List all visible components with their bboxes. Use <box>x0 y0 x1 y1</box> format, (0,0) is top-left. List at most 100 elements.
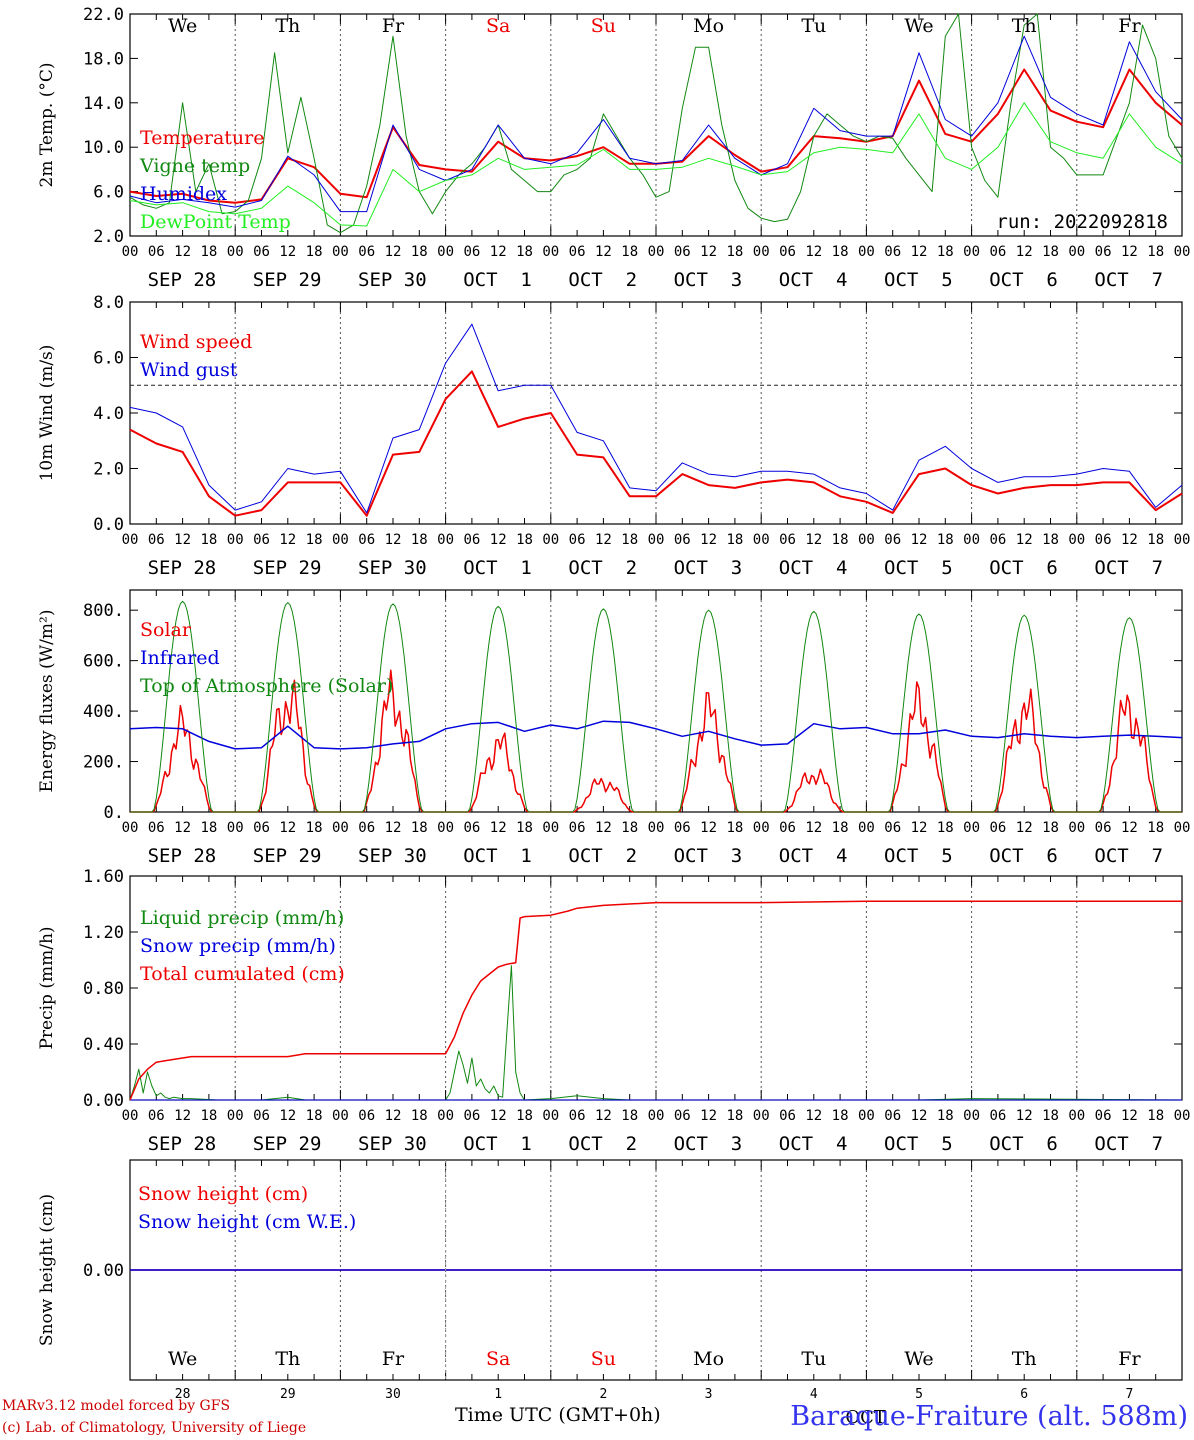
hour-tick-label: 18 <box>621 1108 638 1124</box>
hour-tick-label: 00 <box>858 244 875 260</box>
hour-tick-label: 12 <box>911 244 928 260</box>
hour-tick-label: 18 <box>937 1108 954 1124</box>
hour-tick-label: 00 <box>437 532 454 548</box>
y-tick-label: 600. <box>83 652 124 672</box>
y-tick-label: 1.60 <box>83 867 124 887</box>
date-label: OCT 1 <box>463 1133 532 1155</box>
legend-entry: Humidex <box>140 183 227 205</box>
y-tick-label: 6.0 <box>93 349 124 369</box>
hour-tick-label: 06 <box>884 1108 901 1124</box>
legend-entry: Wind gust <box>140 359 238 381</box>
hour-tick-label: 18 <box>411 1108 428 1124</box>
weekday-label: Fr <box>382 15 405 37</box>
y-tick-label: 2.0 <box>93 227 124 247</box>
hour-tick-label: 00 <box>858 820 875 836</box>
hour-tick-label: 12 <box>595 532 612 548</box>
station-title: Baraque-Fraiture (alt. 588m) <box>790 1401 1188 1432</box>
hour-tick-label: 12 <box>279 532 296 548</box>
weekday-label: Sa <box>486 1348 510 1370</box>
series-top-of-atmosphere-solar <box>130 600 1182 813</box>
date-label: OCT 6 <box>989 845 1058 867</box>
hour-tick-label: 12 <box>595 820 612 836</box>
hour-tick-label: 00 <box>122 1108 139 1124</box>
y-tick-label: 8.0 <box>93 293 124 313</box>
credit-line-1: MARv3.12 model forced by GFS <box>2 1398 231 1414</box>
hour-tick-label: 00 <box>648 1108 665 1124</box>
hour-tick-label: 12 <box>490 1108 507 1124</box>
day-number: 6 <box>1020 1387 1028 1402</box>
date-label: OCT 7 <box>1094 1133 1163 1155</box>
hour-tick-label: 12 <box>911 1108 928 1124</box>
month-label: OCT <box>845 1407 886 1428</box>
date-label: OCT 4 <box>779 557 848 579</box>
hour-tick-label: 18 <box>411 532 428 548</box>
series-vigne-temp <box>129 13 1183 234</box>
hour-tick-label: 12 <box>1016 244 1033 260</box>
weekday-label: Th <box>275 1348 300 1370</box>
y-tick-label: 0. <box>104 803 124 823</box>
y-tick-label: 2.0 <box>93 460 124 480</box>
date-label: OCT 4 <box>779 1133 848 1155</box>
hour-tick-label: 12 <box>385 244 402 260</box>
hour-tick-label: 00 <box>1068 244 1085 260</box>
hour-tick-label: 00 <box>332 244 349 260</box>
day-number: 29 <box>280 1387 296 1402</box>
hour-tick-label: 06 <box>779 1108 796 1124</box>
y-tick-label: 0.0 <box>93 515 124 535</box>
weekday-label: Fr <box>382 1348 405 1370</box>
hour-tick-label: 12 <box>805 1108 822 1124</box>
hour-tick-label: 12 <box>385 532 402 548</box>
series-humidex <box>129 35 1183 213</box>
hour-tick-label: 18 <box>726 1108 743 1124</box>
y-tick-label: 1.20 <box>83 923 124 943</box>
date-label: OCT 2 <box>568 269 637 291</box>
date-label: SEP 30 <box>358 269 427 291</box>
hour-tick-label: 06 <box>463 820 480 836</box>
y-tick-label: 18.0 <box>83 49 124 69</box>
hour-tick-label: 06 <box>463 532 480 548</box>
date-label: OCT 3 <box>674 845 743 867</box>
hour-tick-label: 00 <box>332 820 349 836</box>
date-label: OCT 6 <box>989 1133 1058 1155</box>
date-label: OCT 6 <box>989 269 1058 291</box>
date-label: OCT 2 <box>568 1133 637 1155</box>
day-number: 28 <box>175 1387 191 1402</box>
hour-tick-label: 00 <box>963 820 980 836</box>
hour-tick-label: 12 <box>1121 532 1138 548</box>
hour-tick-label: 12 <box>174 244 191 260</box>
legend-entry: Wind speed <box>140 331 252 353</box>
hour-tick-label: 18 <box>726 244 743 260</box>
weekday-label: Mo <box>693 15 724 37</box>
weekday-label: Sa <box>486 15 510 37</box>
weekday-label: Fr <box>1118 15 1141 37</box>
hour-tick-label: 00 <box>1068 532 1085 548</box>
hour-tick-label: 18 <box>200 532 217 548</box>
y-tick-label: 800. <box>83 601 124 621</box>
y-tick-label: 6.0 <box>93 183 124 203</box>
weekday-label: We <box>904 1348 933 1370</box>
panel-precip: 0.00 0.40 0.80 1.20 1.60 Precip (mm/h) Liquid … <box>37 867 1190 1155</box>
panel-snow: 0.00 Snow height (cm) Snow height (cm) Snow… <box>37 1159 1183 1381</box>
hour-tick-label: 12 <box>1121 820 1138 836</box>
hour-tick-label: 18 <box>306 532 323 548</box>
hour-tick-label: 12 <box>1016 1108 1033 1124</box>
hour-tick-label: 00 <box>753 532 770 548</box>
y-tick-label: 0.40 <box>83 1035 124 1055</box>
hour-tick-label: 00 <box>963 244 980 260</box>
hour-tick-label: 06 <box>674 532 691 548</box>
hour-tick-label: 00 <box>332 532 349 548</box>
credit-line-2: (c) Lab. of Climatology, University of L… <box>2 1420 307 1436</box>
hour-tick-label: 06 <box>1095 532 1112 548</box>
hour-tick-label: 12 <box>595 1108 612 1124</box>
day-number: 3 <box>705 1387 713 1402</box>
hour-tick-label: 06 <box>779 532 796 548</box>
hour-tick-label: 06 <box>148 1108 165 1124</box>
date-label: OCT 3 <box>674 1133 743 1155</box>
hour-tick-label: 18 <box>411 820 428 836</box>
y-tick-label: 0.00 <box>83 1261 124 1281</box>
weekday-label: Su <box>591 1348 616 1370</box>
y-tick-label: 22.0 <box>83 5 124 25</box>
hour-tick-label: 18 <box>306 1108 323 1124</box>
hour-tick-label: 12 <box>174 820 191 836</box>
hour-tick-label: 18 <box>726 820 743 836</box>
